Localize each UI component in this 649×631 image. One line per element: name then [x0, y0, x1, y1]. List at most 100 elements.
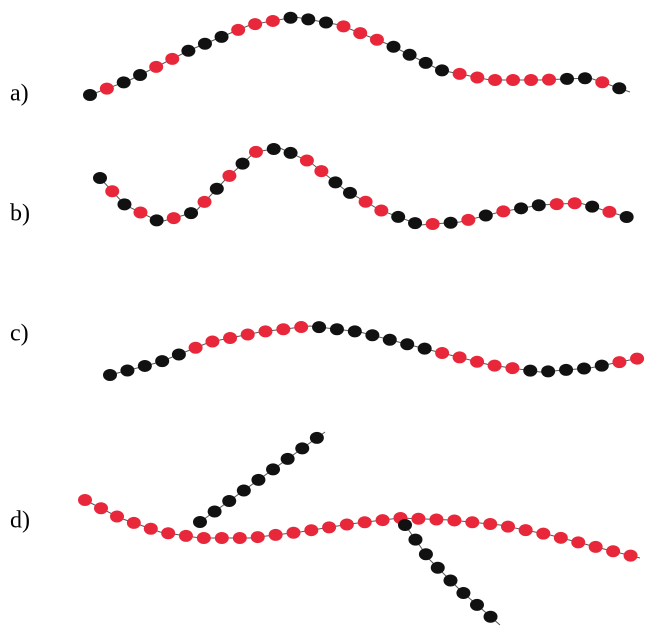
bead	[301, 13, 316, 26]
bead	[240, 328, 255, 341]
bead	[408, 533, 423, 546]
bead	[205, 335, 220, 348]
bead	[505, 362, 520, 375]
bead	[447, 514, 462, 527]
bead	[375, 514, 390, 527]
bead	[496, 205, 511, 218]
bead	[353, 27, 368, 40]
bead	[408, 217, 423, 230]
bead	[295, 442, 310, 455]
bead	[322, 521, 337, 534]
bead	[402, 48, 417, 61]
bead	[588, 540, 603, 553]
bead	[577, 362, 592, 375]
bead	[357, 516, 372, 529]
bead	[248, 145, 263, 158]
bead	[133, 206, 148, 219]
bead	[268, 528, 283, 541]
bead	[541, 365, 556, 378]
bead	[483, 518, 498, 531]
bead	[518, 524, 533, 537]
bead	[294, 321, 309, 334]
bead	[418, 548, 433, 561]
bead	[429, 513, 444, 526]
bead	[304, 524, 319, 537]
bead	[103, 369, 117, 381]
bead	[560, 72, 575, 85]
bead	[623, 549, 638, 562]
bead	[276, 323, 291, 336]
bead	[595, 76, 610, 89]
bead	[386, 40, 401, 53]
bead	[469, 598, 484, 611]
bead	[553, 531, 568, 544]
bead	[236, 484, 251, 497]
bead	[309, 431, 324, 444]
bead	[266, 142, 281, 155]
bead	[248, 18, 263, 31]
bead	[488, 74, 503, 86]
bead	[443, 216, 458, 229]
bead	[425, 218, 440, 231]
bead	[501, 520, 516, 533]
bead	[567, 197, 582, 210]
bead	[266, 463, 281, 476]
bead	[280, 452, 295, 465]
bead	[197, 195, 212, 208]
bead	[178, 529, 193, 542]
bead	[400, 338, 415, 351]
bead	[143, 522, 158, 535]
bead	[382, 333, 397, 346]
bead	[435, 347, 450, 360]
bead	[329, 323, 344, 336]
bead	[514, 202, 529, 215]
bead	[251, 473, 266, 486]
bead	[171, 348, 186, 361]
bead	[197, 37, 212, 50]
bead	[417, 342, 432, 355]
bead	[452, 351, 467, 364]
bead	[231, 23, 246, 36]
panel-label: d)	[10, 508, 30, 534]
bead	[559, 363, 574, 376]
bead	[328, 176, 343, 189]
bead	[161, 527, 176, 540]
bead	[166, 212, 181, 225]
bead	[117, 198, 132, 211]
bead	[523, 364, 538, 377]
bead	[606, 545, 621, 558]
bead	[283, 11, 298, 24]
bead	[391, 210, 406, 223]
bead	[214, 30, 229, 43]
bead	[223, 331, 238, 344]
bead	[312, 321, 327, 334]
bead	[434, 64, 449, 77]
bead	[110, 510, 125, 523]
bead	[235, 157, 250, 170]
bead	[630, 352, 645, 365]
bead	[612, 82, 627, 95]
bead	[155, 355, 170, 368]
bead	[578, 72, 593, 85]
bead	[232, 532, 247, 544]
bead	[149, 60, 164, 73]
bead	[93, 172, 107, 184]
bead	[536, 527, 551, 540]
bead	[181, 44, 196, 57]
bead	[619, 210, 634, 223]
bead	[265, 14, 280, 27]
bead	[443, 574, 458, 587]
bead	[250, 531, 265, 544]
panel-label: c)	[10, 321, 29, 347]
bead	[105, 185, 120, 198]
bead	[571, 536, 586, 549]
bead	[347, 325, 362, 338]
bead	[470, 71, 485, 84]
bead	[585, 200, 600, 213]
bead	[430, 561, 445, 574]
bead	[374, 204, 389, 217]
bead	[184, 207, 199, 220]
bead	[149, 214, 164, 227]
bead	[531, 199, 546, 212]
